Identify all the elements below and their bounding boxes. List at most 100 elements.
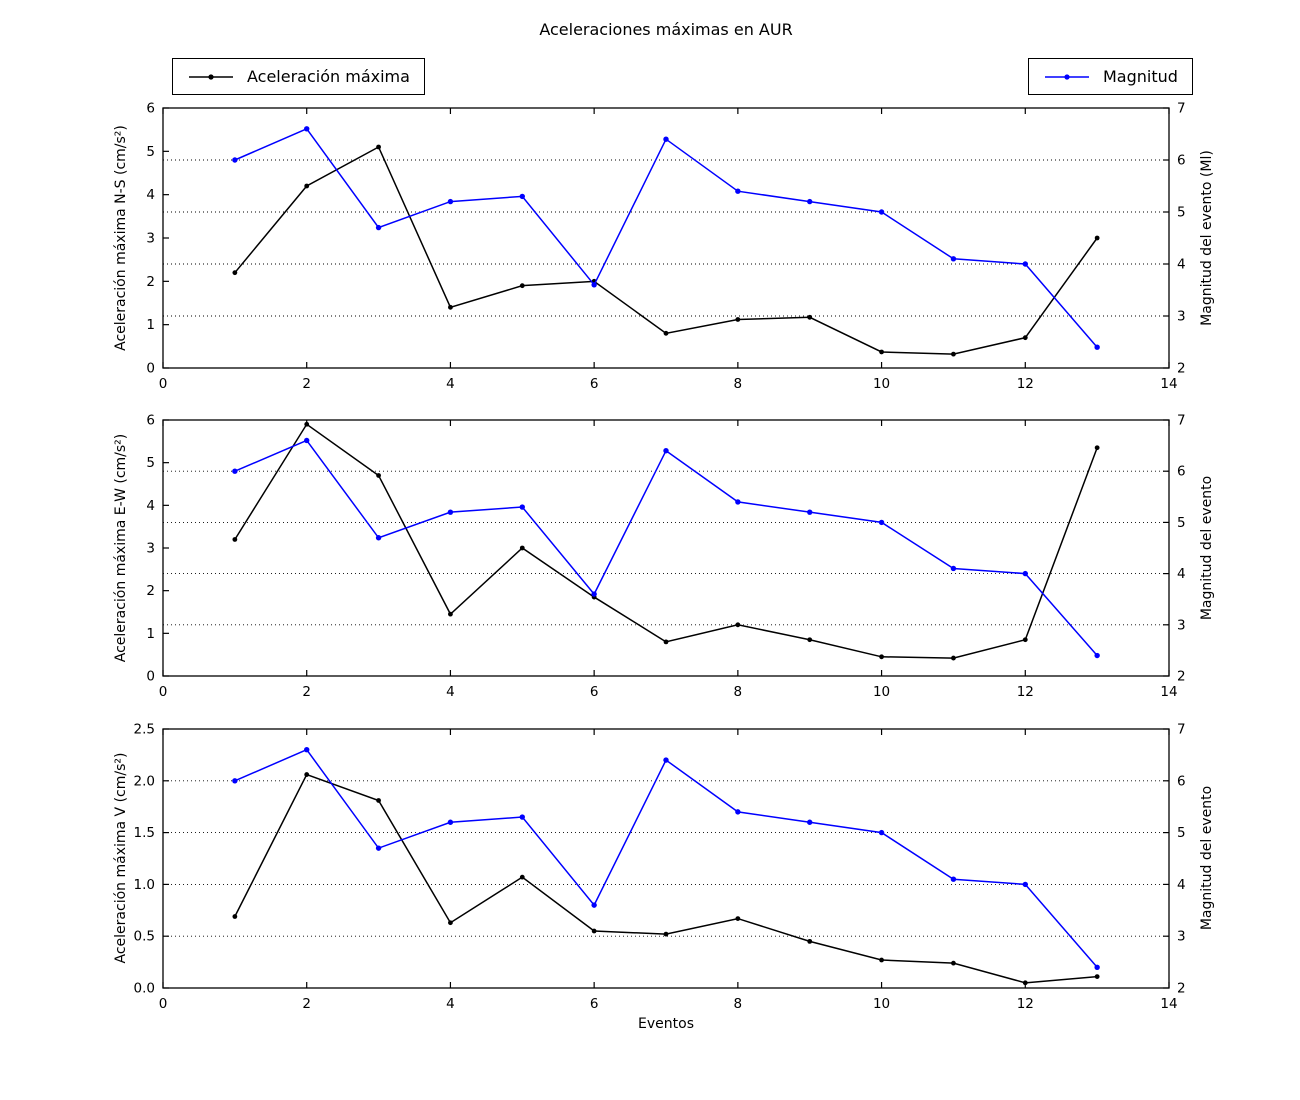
series-marker [663,757,669,763]
series-marker [1094,445,1100,451]
series-marker [735,188,741,194]
y-tick-label-right: 2 [1177,981,1186,997]
series-marker [591,591,597,597]
x-tick-label: 2 [302,684,311,700]
legend-aceleracion-sample [189,73,233,80]
y-tick-label-left: 0 [146,361,155,377]
y-tick-label-right: 6 [1177,773,1186,789]
x-tick-label: 14 [1160,996,1177,1012]
series-marker [1022,881,1028,888]
x-tick-label: 4 [446,996,455,1012]
series-marker [447,819,454,825]
series-marker [591,282,597,288]
series-marker [376,473,381,478]
series-marker [304,772,310,777]
x-tick-label: 6 [590,684,599,700]
series-marker [1022,570,1028,577]
y-tick-label-right: 7 [1177,413,1186,429]
y-tick-label-left: 0.0 [134,981,155,997]
x-axis-label: Eventos [638,1016,694,1032]
series-marker [807,819,813,825]
series-marker [591,902,597,908]
series-marker [376,144,381,150]
x-tick-label: 0 [159,996,168,1012]
series-marker [663,639,669,645]
series-marker [375,224,382,231]
series-marker [735,622,741,628]
series-marker [879,957,884,963]
series-marker [519,193,525,200]
series-marker [304,183,310,189]
y-tick-label-left: 5 [146,144,155,160]
series-marker [1022,637,1028,643]
series-marker [447,198,454,205]
y-tick-label-left: 6 [146,413,155,429]
series-marker [375,535,382,541]
series-marker [519,874,525,880]
series-marker [735,916,741,921]
series-marker [807,637,813,643]
x-tick-label: 8 [734,996,743,1012]
series-marker [232,537,238,542]
series-marker [950,876,957,882]
series-marker [519,283,525,289]
series-marker [951,351,956,357]
series-marker [807,509,813,515]
series-marker [1094,974,1100,980]
x-tick-label: 2 [302,996,311,1012]
series-marker [448,920,453,926]
chart-title: Aceleraciones máximas en AUR [539,20,793,39]
y-tick-label-left: 0.5 [134,929,155,945]
series-line [234,423,1098,659]
series-marker [663,448,669,454]
x-tick-label: 0 [159,684,168,700]
series-marker [1094,344,1100,350]
series-marker [304,437,310,444]
y-tick-label-left: 0 [146,669,155,685]
y-tick-label-left: 6 [146,101,155,117]
y-tick-label-right: 7 [1177,722,1186,738]
axes-frame [162,728,1170,989]
series-marker [375,845,382,851]
series-marker [663,931,669,937]
y-tick-label-right: 6 [1177,153,1186,169]
series-marker [447,509,454,515]
y-tick-label-right: 2 [1177,669,1186,685]
y-tick-label-left: 1 [146,317,155,333]
y-tick-label-left: 2 [146,274,155,290]
series-line [234,127,1098,348]
series-marker [1094,235,1100,241]
y-tick-label-right: 2 [1177,361,1186,377]
series-line [234,773,1098,984]
y-tick-label-right: 5 [1177,205,1186,221]
series-marker [448,611,453,617]
series-marker [304,126,310,132]
series-marker [807,198,813,205]
series-marker [951,655,956,661]
y-tick-label-left: 4 [146,498,155,514]
series-line [234,145,1098,355]
series-marker [519,814,525,820]
x-tick-label: 10 [873,684,890,700]
axes-frame [162,107,1170,369]
y-tick-label-left: 5 [146,455,155,471]
series-line [234,439,1098,657]
series-marker [663,136,669,142]
y-tick-label-right: 3 [1177,929,1186,945]
series-marker [1022,335,1028,341]
series-marker [807,938,813,944]
y-tick-label-right: 4 [1177,566,1186,582]
series-marker [735,809,741,815]
y-tick-label-left: 1.0 [134,877,155,893]
series-marker [232,914,238,919]
series-marker [735,317,741,322]
y-tick-label-left: 2.0 [134,773,155,789]
y-tick-label-left: 4 [146,187,155,203]
x-tick-label: 12 [1017,996,1034,1012]
series-marker [519,504,525,510]
series-marker [376,798,381,803]
y-tick-label-right: 7 [1177,101,1186,117]
